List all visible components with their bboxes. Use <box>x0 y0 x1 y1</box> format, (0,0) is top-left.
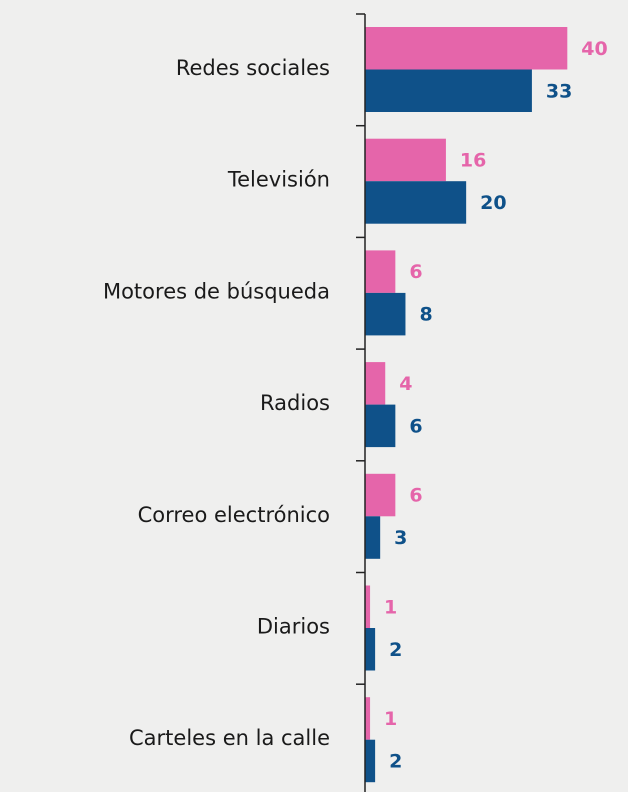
value-label: 20 <box>480 192 506 214</box>
value-label: 3 <box>394 527 407 549</box>
bar <box>365 292 406 336</box>
value-label: 1 <box>384 596 397 618</box>
category-label: Radios <box>260 391 330 415</box>
value-label: 6 <box>409 261 422 283</box>
value-label: 8 <box>419 304 432 326</box>
value-label: 2 <box>389 750 402 772</box>
value-label: 4 <box>399 373 412 395</box>
bar <box>365 138 446 182</box>
category-label: Carteles en la calle <box>129 726 330 750</box>
value-label: 1 <box>384 708 397 730</box>
value-label: 33 <box>546 80 572 102</box>
bar <box>365 585 371 628</box>
category-label: Motores de búsqueda <box>103 279 330 303</box>
category-label: Correo electrónico <box>138 503 330 527</box>
value-label: 40 <box>581 38 607 60</box>
bar <box>365 628 376 671</box>
value-label: 6 <box>409 415 422 437</box>
category-label: Diarios <box>257 615 330 639</box>
bar <box>365 516 381 559</box>
bar <box>365 181 467 224</box>
category-label: Redes sociales <box>176 56 330 80</box>
value-label: 2 <box>389 639 402 661</box>
value-label: 16 <box>460 149 486 171</box>
bar <box>365 27 568 70</box>
value-label: 6 <box>409 485 422 507</box>
bar <box>365 404 396 448</box>
bar <box>365 739 376 783</box>
bar <box>365 362 386 405</box>
bar <box>365 697 371 740</box>
bar <box>365 69 532 112</box>
category-label: Televisión <box>227 168 330 192</box>
bar <box>365 250 396 293</box>
bar <box>365 473 396 517</box>
